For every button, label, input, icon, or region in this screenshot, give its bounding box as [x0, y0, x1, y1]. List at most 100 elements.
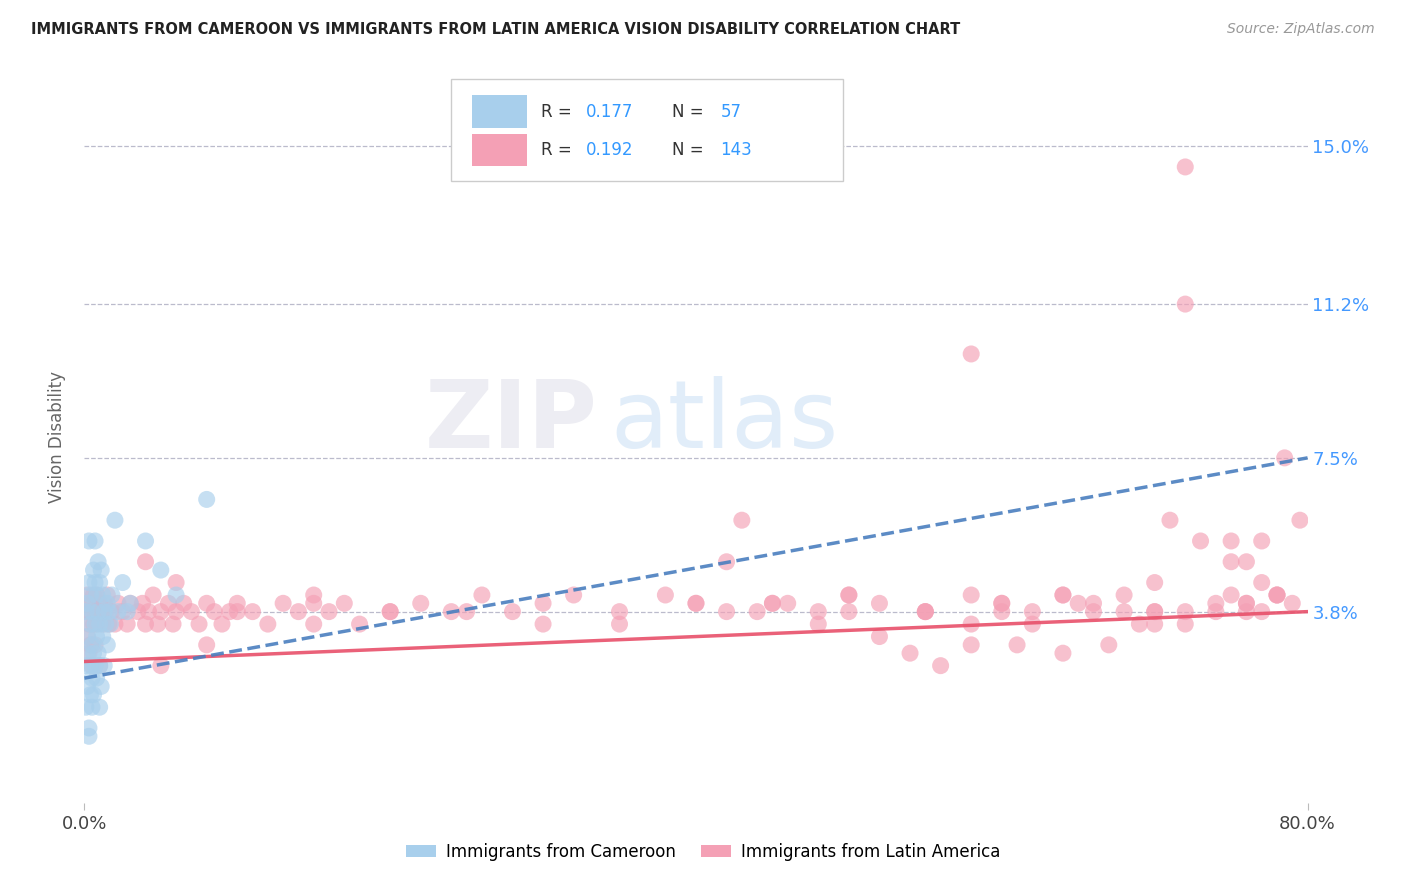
Point: [991, 596, 1014, 610]
Point: [349, 617, 371, 632]
Point: [838, 588, 860, 602]
Point: [84, 638, 107, 652]
Point: [776, 596, 799, 610]
Point: [1289, 513, 1312, 527]
Point: [75, 700, 97, 714]
Bar: [472, 134, 527, 166]
Point: [716, 605, 738, 619]
Point: [111, 605, 134, 619]
Point: [302, 617, 325, 632]
Point: [195, 596, 218, 610]
Point: [869, 596, 891, 610]
Point: [98, 617, 121, 632]
Point: [1220, 588, 1243, 602]
Point: [120, 596, 142, 610]
Point: [115, 605, 138, 619]
Point: [80, 700, 103, 714]
Text: 0.177: 0.177: [586, 103, 633, 120]
Point: [271, 596, 294, 610]
Point: [531, 617, 554, 632]
Point: [409, 596, 432, 610]
Point: [1236, 605, 1258, 619]
Point: [1052, 646, 1074, 660]
Point: [101, 605, 124, 619]
Point: [456, 605, 478, 619]
Point: [86, 588, 108, 602]
Text: Source: ZipAtlas.com: Source: ZipAtlas.com: [1227, 22, 1375, 37]
Point: [1083, 596, 1105, 610]
Point: [685, 596, 707, 610]
Point: [87, 555, 110, 569]
Point: [1236, 596, 1258, 610]
Point: [173, 596, 195, 610]
Point: [226, 605, 249, 619]
Point: [440, 605, 463, 619]
Point: [89, 658, 111, 673]
Point: [94, 605, 117, 619]
Point: [149, 605, 172, 619]
Text: 143: 143: [720, 141, 752, 159]
Point: [991, 605, 1014, 619]
Point: [101, 588, 124, 602]
Point: [1265, 588, 1288, 602]
Point: [960, 347, 983, 361]
Point: [75, 658, 97, 673]
Point: [1220, 533, 1243, 548]
Point: [84, 533, 107, 548]
Point: [84, 605, 107, 619]
Point: [807, 617, 830, 632]
Point: [838, 588, 860, 602]
Point: [609, 617, 631, 632]
Point: [76, 680, 98, 694]
Point: [914, 605, 936, 619]
Point: [115, 617, 138, 632]
Point: [1236, 596, 1258, 610]
Text: atlas: atlas: [610, 376, 838, 468]
Point: [80, 605, 103, 619]
Point: [75, 605, 97, 619]
Point: [96, 588, 118, 602]
Point: [287, 605, 309, 619]
Point: [226, 596, 249, 610]
Point: [747, 605, 769, 619]
Point: [80, 658, 103, 673]
Text: N =: N =: [672, 141, 709, 159]
Point: [1052, 588, 1074, 602]
Point: [960, 617, 983, 632]
Point: [89, 658, 111, 673]
Point: [807, 605, 830, 619]
Point: [146, 617, 169, 632]
Point: [1250, 605, 1272, 619]
Point: [218, 605, 240, 619]
Point: [90, 605, 112, 619]
Point: [84, 575, 107, 590]
Point: [685, 596, 707, 610]
Point: [202, 605, 225, 619]
Point: [211, 617, 233, 632]
Point: [165, 575, 187, 590]
Point: [1205, 596, 1227, 610]
Point: [77, 575, 100, 590]
Point: [761, 596, 783, 610]
Point: [77, 646, 100, 660]
Point: [1052, 588, 1074, 602]
Text: N =: N =: [672, 103, 709, 120]
Point: [1174, 160, 1197, 174]
Point: [104, 513, 127, 527]
Point: [149, 563, 172, 577]
Point: [91, 617, 114, 632]
Point: [86, 588, 108, 602]
Point: [127, 605, 149, 619]
Point: [120, 596, 142, 610]
Point: [76, 596, 98, 610]
Point: [86, 671, 108, 685]
Point: [157, 596, 180, 610]
Point: [135, 533, 157, 548]
Point: [1265, 588, 1288, 602]
Point: [165, 588, 187, 602]
Bar: [472, 95, 527, 128]
Point: [77, 533, 100, 548]
Point: [1005, 638, 1028, 652]
Point: [76, 588, 98, 602]
Point: [502, 605, 524, 619]
